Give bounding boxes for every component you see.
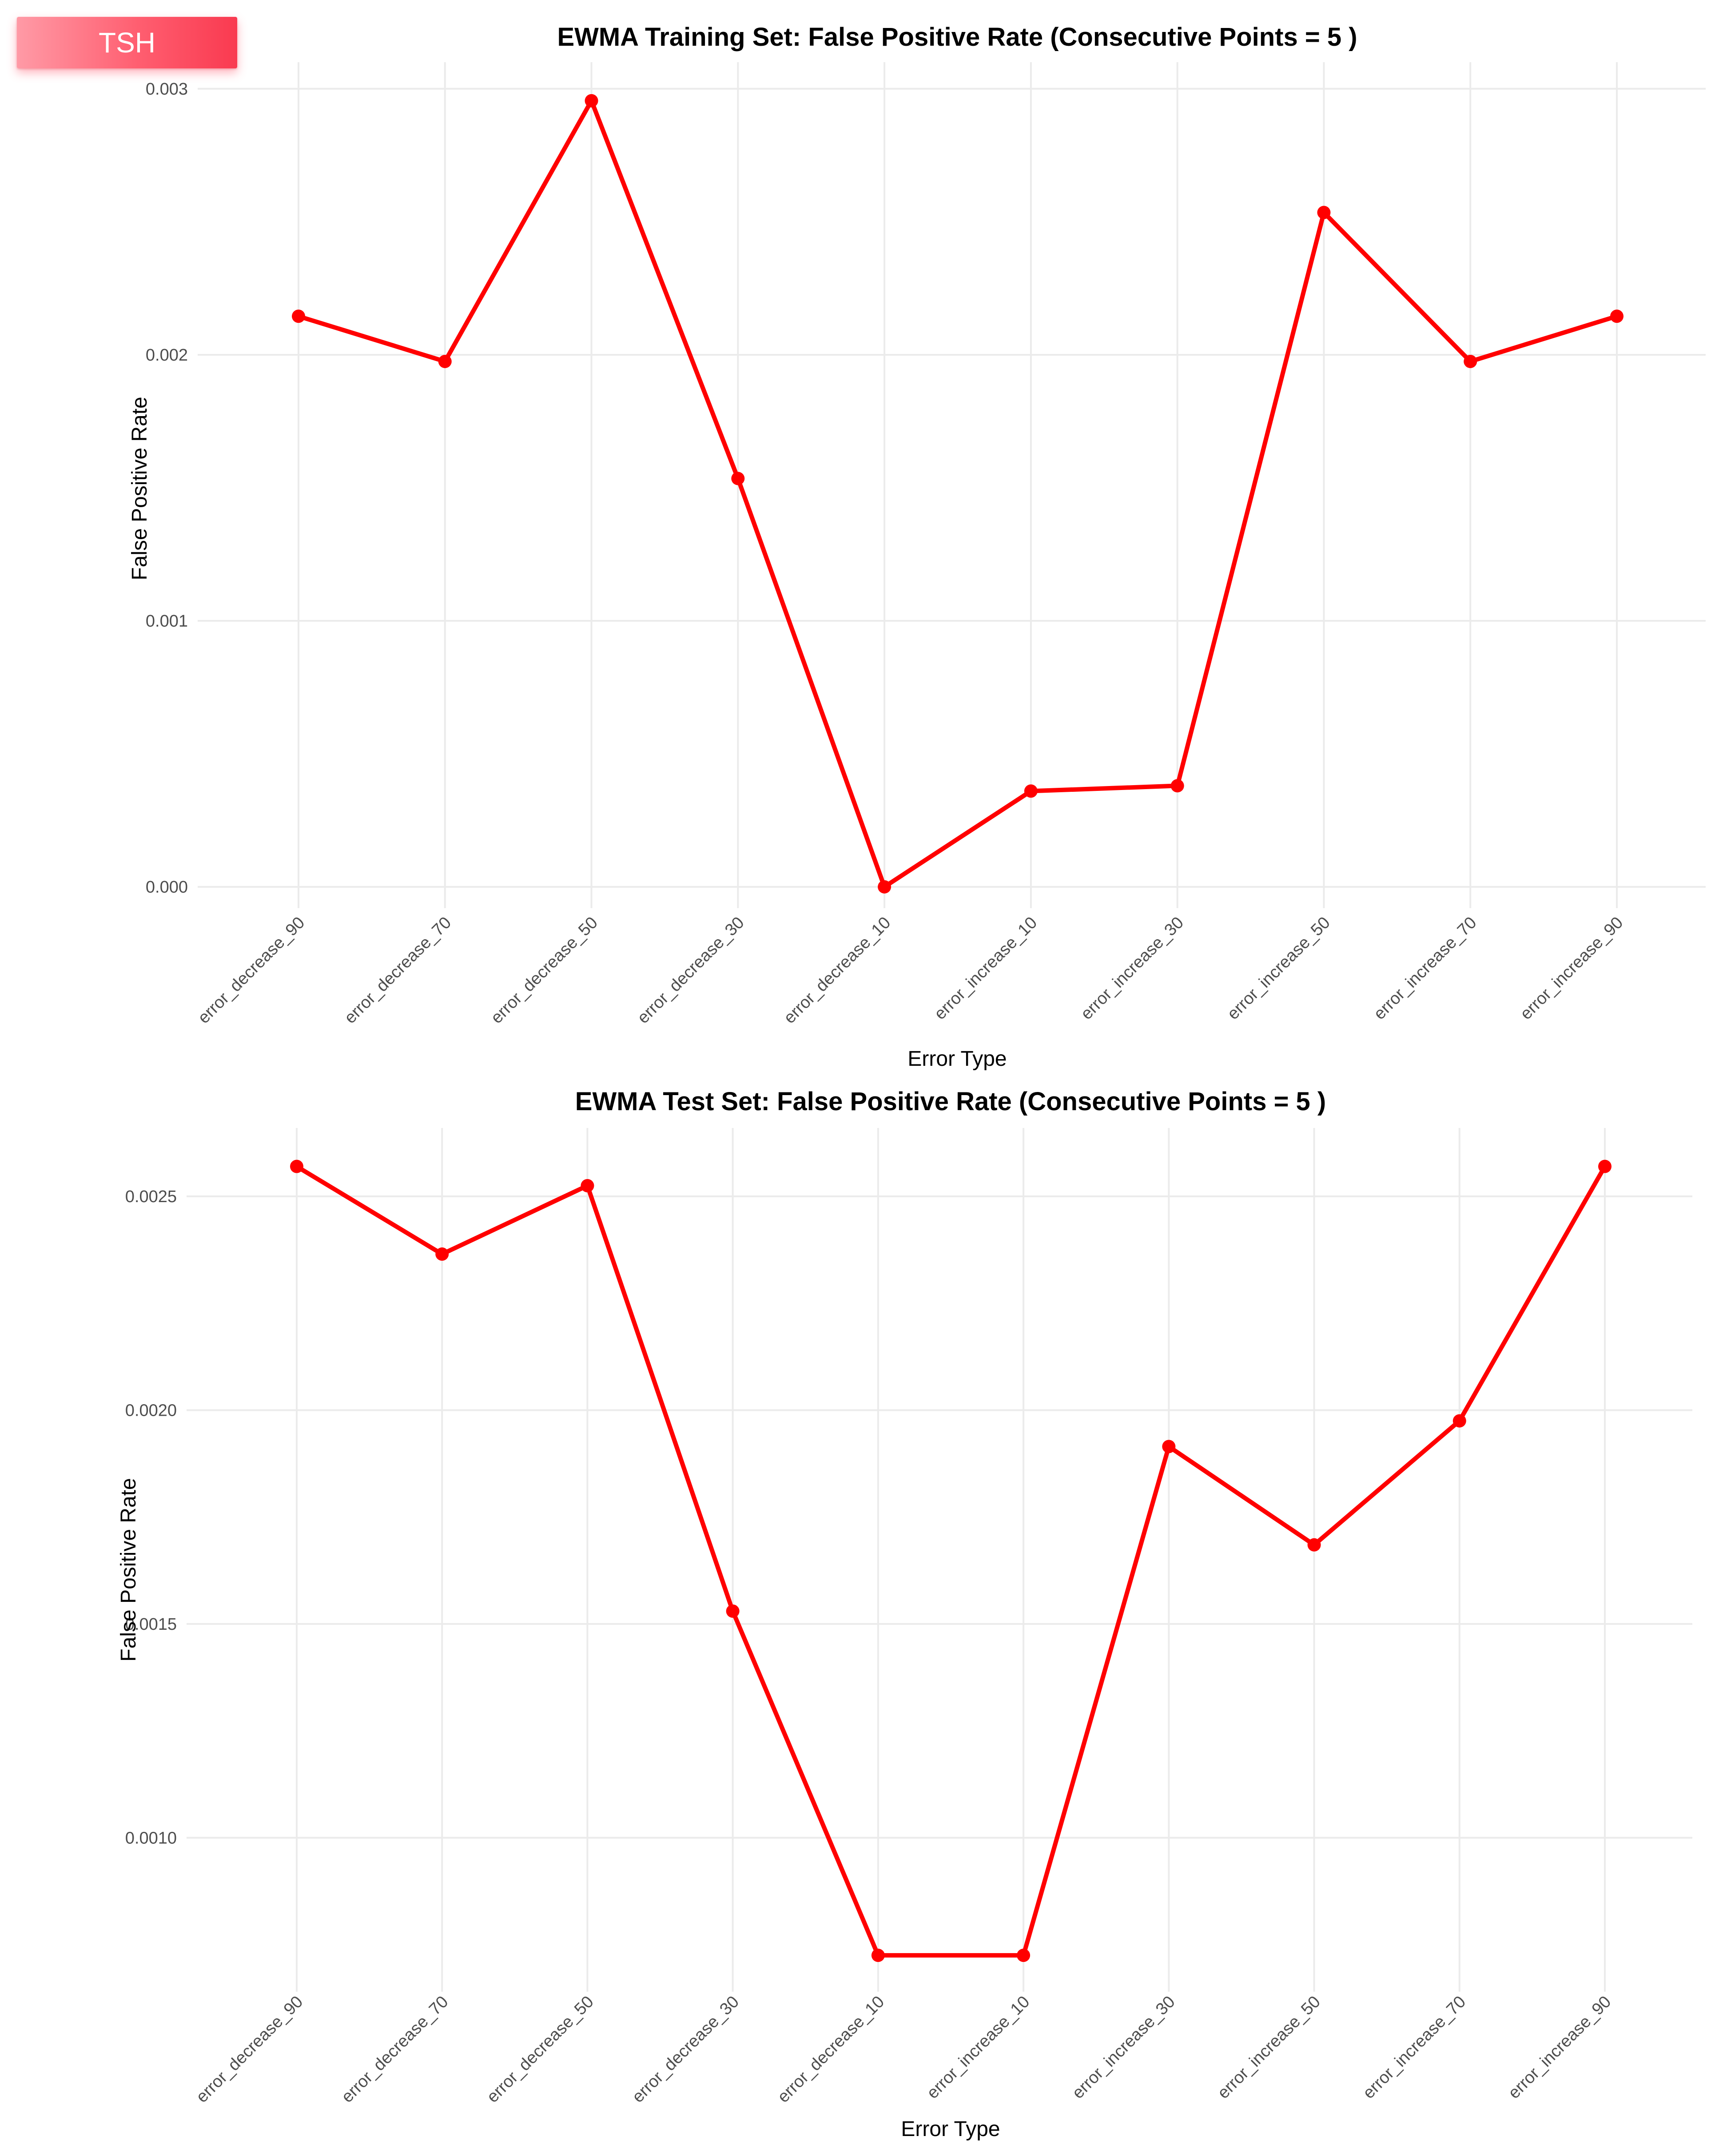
- data-point: [1024, 784, 1038, 798]
- training-set-chart: EWMA Training Set: False Positive Rate (…: [128, 23, 1706, 1071]
- tsh-badge: TSH: [17, 17, 237, 68]
- x-tick-label: error_increase_30: [1077, 913, 1187, 1024]
- x-tick-label: error_increase_90: [1517, 913, 1627, 1024]
- x-tick-label: error_decrease_30: [629, 1993, 743, 2107]
- x-tick-label: error_decrease_30: [634, 913, 748, 1028]
- x-tick-label: error_decrease_50: [487, 913, 601, 1028]
- x-tick-label: error_increase_50: [1214, 1993, 1324, 2103]
- y-axis-label: False Positive Rate: [117, 1478, 140, 1662]
- data-point: [290, 1159, 303, 1173]
- data-point: [878, 880, 891, 894]
- data-point: [1317, 206, 1331, 219]
- chart-title: EWMA Training Set: False Positive Rate (…: [557, 23, 1357, 52]
- x-tick-label: error_decrease_90: [193, 1993, 307, 2107]
- x-tick-label: error_increase_10: [923, 1993, 1034, 2103]
- y-tick-label: 0.0015: [125, 1615, 177, 1634]
- data-point: [1307, 1538, 1321, 1552]
- y-tick-label: 0.000: [146, 878, 188, 897]
- data-point: [1170, 779, 1184, 793]
- x-axis-label: Error Type: [907, 1047, 1007, 1071]
- x-axis-label: Error Type: [901, 2117, 1000, 2141]
- x-tick-label: error_increase_90: [1505, 1993, 1615, 2103]
- x-tick-label: error_decrease_10: [774, 1993, 888, 2107]
- x-tick-label: error_increase_10: [931, 913, 1041, 1024]
- data-point: [1162, 1440, 1176, 1453]
- x-tick-label: error_increase_70: [1370, 913, 1480, 1024]
- x-tick-label: error_decrease_50: [483, 1993, 597, 2107]
- data-point: [1610, 310, 1624, 323]
- y-axis-label: False Positive Rate: [128, 397, 151, 580]
- data-point: [871, 1949, 885, 1962]
- data-point: [1598, 1159, 1612, 1173]
- y-tick-label: 0.0010: [125, 1829, 177, 1847]
- data-point: [731, 472, 745, 485]
- x-tick-label: error_decrease_70: [338, 1993, 452, 2107]
- data-point: [726, 1604, 740, 1618]
- chart-title: EWMA Test Set: False Positive Rate (Cons…: [575, 1087, 1326, 1116]
- data-point: [435, 1247, 449, 1261]
- y-tick-label: 0.0025: [125, 1187, 177, 1206]
- x-tick-label: error_increase_30: [1069, 1993, 1179, 2103]
- y-tick-label: 0.003: [146, 80, 188, 99]
- data-point: [581, 1179, 594, 1192]
- data-point: [438, 354, 452, 368]
- test-set-chart: EWMA Test Set: False Positive Rate (Cons…: [117, 1087, 1692, 2141]
- series-line: [294, 1164, 1607, 1958]
- y-tick-label: 0.0020: [125, 1401, 177, 1420]
- x-tick-label: error_decrease_70: [341, 913, 455, 1028]
- y-tick-label: 0.001: [146, 612, 188, 631]
- data-point: [292, 310, 305, 323]
- data-point: [1464, 354, 1477, 368]
- x-tick-label: error_increase_70: [1359, 1993, 1469, 2103]
- data-point: [1452, 1414, 1466, 1428]
- series-line: [296, 98, 1619, 889]
- x-tick-label: error_decrease_10: [780, 913, 895, 1028]
- y-tick-label: 0.002: [146, 346, 188, 365]
- data-point: [585, 94, 598, 107]
- data-point: [1017, 1949, 1031, 1962]
- x-tick-label: error_increase_50: [1224, 913, 1334, 1024]
- x-tick-label: error_decrease_90: [195, 913, 309, 1028]
